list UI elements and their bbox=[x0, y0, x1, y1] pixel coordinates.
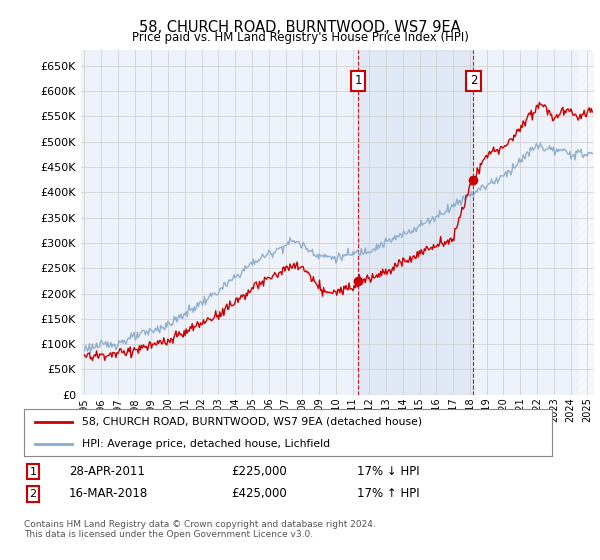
Text: 58, CHURCH ROAD, BURNTWOOD, WS7 9EA (detached house): 58, CHURCH ROAD, BURNTWOOD, WS7 9EA (det… bbox=[82, 417, 422, 427]
Bar bbox=[358, 50, 473, 395]
Text: 2: 2 bbox=[470, 74, 477, 87]
Text: Price paid vs. HM Land Registry's House Price Index (HPI): Price paid vs. HM Land Registry's House … bbox=[131, 31, 469, 44]
Text: 1: 1 bbox=[29, 466, 37, 477]
Text: 16-MAR-2018: 16-MAR-2018 bbox=[69, 487, 148, 501]
Text: Contains HM Land Registry data © Crown copyright and database right 2024.
This d: Contains HM Land Registry data © Crown c… bbox=[24, 520, 376, 539]
Text: 58, CHURCH ROAD, BURNTWOOD, WS7 9EA: 58, CHURCH ROAD, BURNTWOOD, WS7 9EA bbox=[139, 20, 461, 35]
Text: HPI: Average price, detached house, Lichfield: HPI: Average price, detached house, Lich… bbox=[82, 438, 330, 449]
Bar bbox=[579, 50, 594, 395]
Text: 28-APR-2011: 28-APR-2011 bbox=[69, 465, 145, 478]
Bar bbox=[579, 50, 594, 395]
Text: 1: 1 bbox=[354, 74, 362, 87]
Text: 17% ↓ HPI: 17% ↓ HPI bbox=[357, 465, 419, 478]
Text: 17% ↑ HPI: 17% ↑ HPI bbox=[357, 487, 419, 501]
Text: 2: 2 bbox=[29, 489, 37, 499]
Text: £425,000: £425,000 bbox=[231, 487, 287, 501]
Text: £225,000: £225,000 bbox=[231, 465, 287, 478]
